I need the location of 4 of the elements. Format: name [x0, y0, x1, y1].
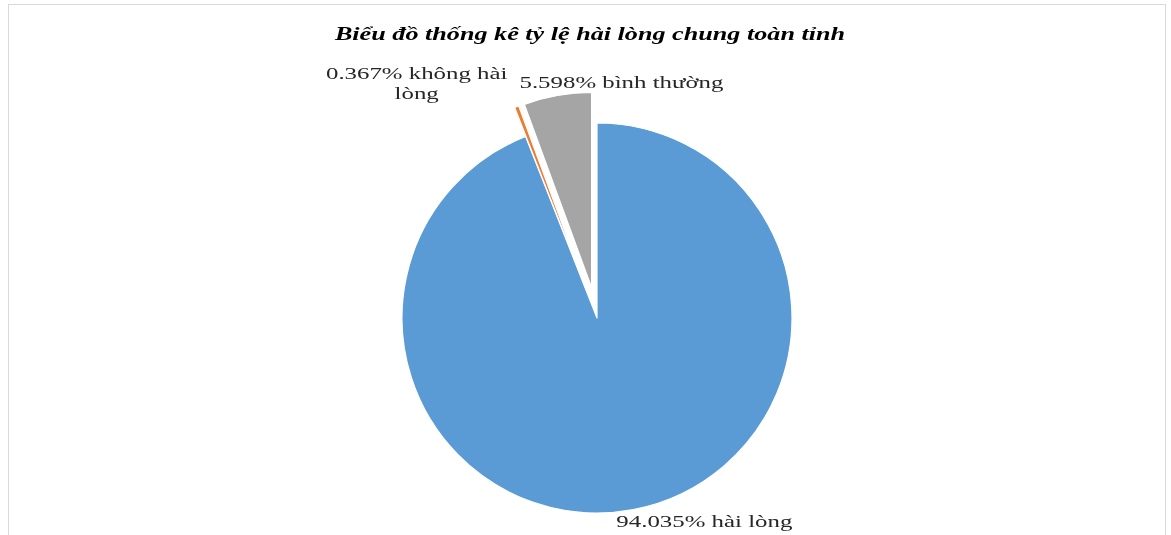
- chart-title: Biểu đồ thống kê tỷ lệ hài lòng chung toàn tỉnh: [333, 23, 846, 45]
- slice-label: 94.035% hài lòng: [616, 511, 793, 531]
- slice-label: 0.367% không hài lòng: [325, 63, 508, 103]
- slice-label: 5.598% bình thường: [519, 73, 724, 93]
